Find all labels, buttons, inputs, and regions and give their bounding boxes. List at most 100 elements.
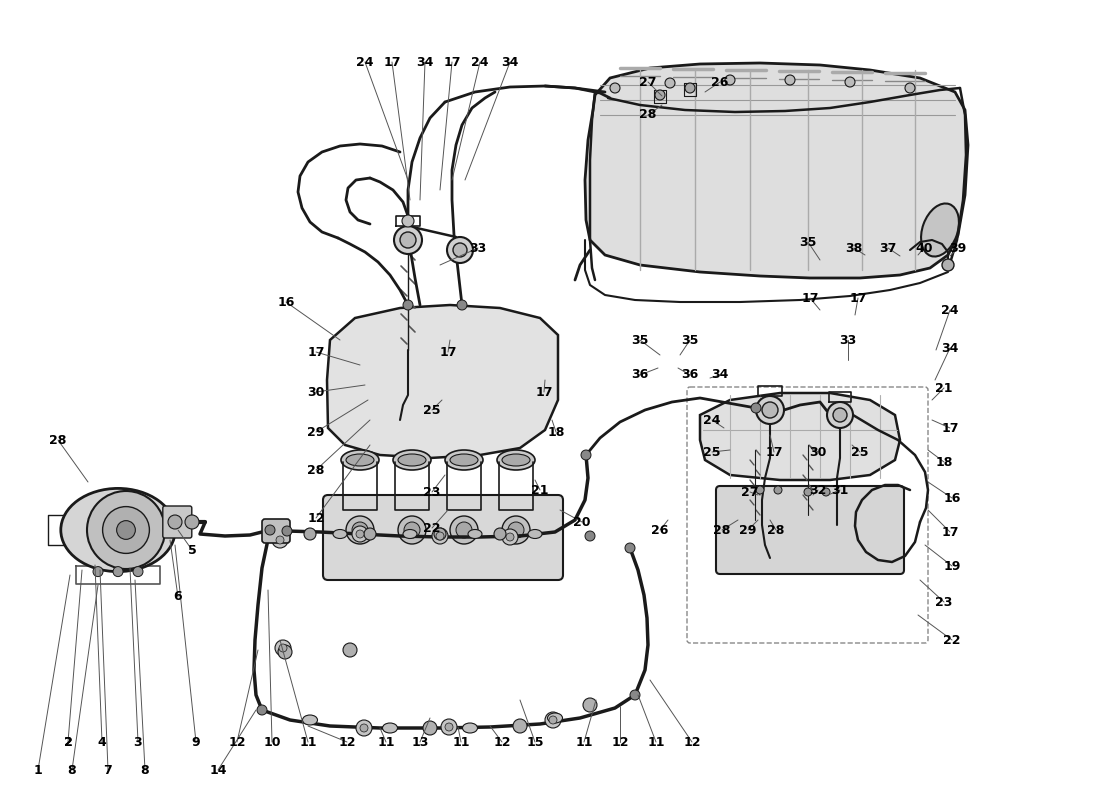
Text: 3: 3 [134, 735, 142, 749]
Circle shape [581, 450, 591, 460]
Circle shape [585, 531, 595, 541]
Text: 8: 8 [68, 763, 76, 777]
Text: 29: 29 [739, 523, 757, 537]
Text: 24: 24 [471, 55, 488, 69]
Circle shape [424, 721, 437, 735]
Text: 12: 12 [307, 511, 324, 525]
Circle shape [446, 723, 453, 731]
Circle shape [403, 300, 412, 310]
Text: 27: 27 [639, 75, 657, 89]
Circle shape [113, 566, 123, 577]
Ellipse shape [502, 454, 530, 466]
Text: 28: 28 [50, 434, 67, 446]
Text: 35: 35 [681, 334, 698, 346]
Circle shape [833, 408, 847, 422]
Text: 11: 11 [575, 735, 593, 749]
Text: 34: 34 [502, 55, 519, 69]
Text: 39: 39 [949, 242, 967, 254]
Text: 11: 11 [452, 735, 470, 749]
Circle shape [304, 528, 316, 540]
Circle shape [654, 90, 666, 100]
Circle shape [845, 77, 855, 87]
Ellipse shape [548, 713, 562, 723]
Text: 16: 16 [277, 295, 295, 309]
Text: 36: 36 [681, 369, 698, 382]
Circle shape [583, 698, 597, 712]
Text: 11: 11 [647, 735, 664, 749]
Text: 33: 33 [839, 334, 857, 346]
Circle shape [265, 525, 275, 535]
Text: 1: 1 [34, 763, 43, 777]
Circle shape [774, 486, 782, 494]
Circle shape [447, 237, 473, 263]
Circle shape [756, 486, 764, 494]
Circle shape [352, 526, 368, 542]
Text: 6: 6 [174, 590, 183, 603]
Circle shape [785, 75, 795, 85]
Circle shape [685, 83, 695, 93]
Circle shape [352, 522, 368, 538]
Ellipse shape [497, 450, 535, 470]
Ellipse shape [398, 454, 426, 466]
Ellipse shape [450, 454, 478, 466]
Ellipse shape [333, 530, 346, 538]
Circle shape [87, 491, 165, 569]
Circle shape [827, 402, 853, 428]
Text: 17: 17 [443, 55, 461, 69]
Polygon shape [700, 393, 900, 480]
Text: 17: 17 [766, 446, 783, 458]
Text: 21: 21 [935, 382, 953, 394]
Text: 17: 17 [439, 346, 456, 358]
Text: 17: 17 [942, 422, 959, 434]
Circle shape [434, 528, 446, 540]
Text: 17: 17 [536, 386, 552, 398]
Circle shape [453, 243, 468, 257]
FancyBboxPatch shape [716, 486, 904, 574]
Ellipse shape [383, 723, 397, 733]
Text: 12: 12 [493, 735, 510, 749]
Circle shape [506, 533, 514, 541]
Text: 15: 15 [526, 735, 543, 749]
Text: 9: 9 [191, 735, 200, 749]
Circle shape [279, 644, 287, 652]
Text: 17: 17 [383, 55, 400, 69]
Text: 17: 17 [307, 346, 324, 358]
Text: 24: 24 [703, 414, 720, 426]
Text: 2: 2 [64, 735, 73, 749]
Text: 31: 31 [832, 483, 849, 497]
Text: 34: 34 [712, 369, 728, 382]
Circle shape [102, 506, 150, 554]
Text: 16: 16 [944, 491, 960, 505]
Circle shape [394, 226, 422, 254]
Circle shape [257, 705, 267, 715]
Text: 14: 14 [209, 763, 227, 777]
Circle shape [544, 712, 561, 728]
Text: 23: 23 [424, 486, 441, 498]
Text: 18: 18 [935, 455, 953, 469]
Text: 32: 32 [810, 483, 827, 497]
Text: 11: 11 [377, 735, 395, 749]
Ellipse shape [302, 715, 318, 725]
Ellipse shape [921, 203, 959, 257]
Text: 19: 19 [944, 559, 960, 573]
Circle shape [117, 521, 135, 539]
Circle shape [278, 645, 292, 659]
Ellipse shape [468, 530, 482, 538]
Circle shape [456, 300, 468, 310]
Text: 26: 26 [712, 75, 728, 89]
Text: 12: 12 [612, 735, 629, 749]
Text: 13: 13 [411, 735, 429, 749]
Circle shape [441, 719, 456, 735]
Circle shape [400, 232, 416, 248]
Circle shape [751, 403, 761, 413]
FancyBboxPatch shape [163, 506, 191, 538]
Circle shape [494, 528, 506, 540]
Text: 25: 25 [703, 446, 720, 458]
Circle shape [762, 402, 778, 418]
Circle shape [666, 78, 675, 88]
FancyBboxPatch shape [323, 495, 563, 580]
Circle shape [610, 83, 620, 93]
Circle shape [133, 566, 143, 577]
Text: 17: 17 [849, 291, 867, 305]
Ellipse shape [60, 488, 175, 571]
